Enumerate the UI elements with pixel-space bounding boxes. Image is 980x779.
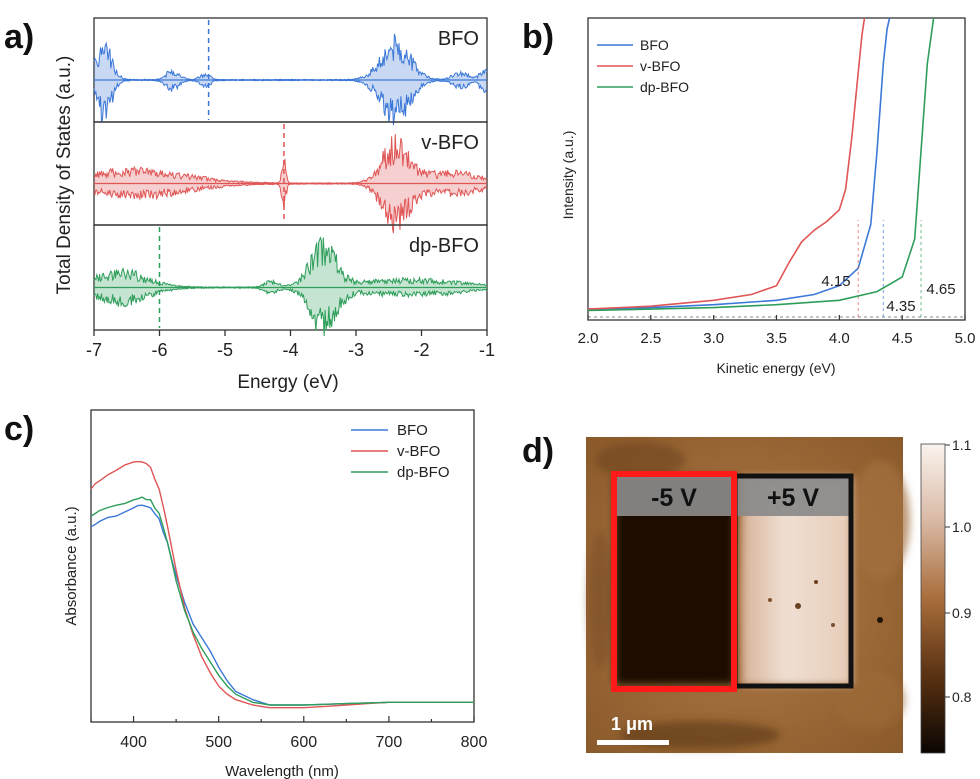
a-xtick-label: -1	[479, 340, 495, 360]
a-subplot-title-BFO: BFO	[438, 28, 479, 50]
d-colorbar-label: 0.9	[952, 605, 972, 621]
a-dos-fill-down-v-BFO	[94, 183, 487, 234]
b-ylabel: Intensity (a.u.)	[560, 131, 576, 220]
b-xtick-label: 4.5	[892, 330, 913, 347]
d-label-box-neg	[617, 476, 732, 516]
c-ylabel: Absorbance (a.u.)	[63, 506, 80, 625]
c-xlabel: Wavelength (nm)	[225, 763, 339, 779]
b-xlabel: Kinetic energy (eV)	[716, 360, 835, 376]
c-curve-dp-BFO	[90, 496, 474, 706]
a-dos-line-down-BFO	[93, 79, 488, 126]
b-xtick-label: 4.0	[829, 330, 850, 347]
b-xtick-label: 2.5	[640, 330, 661, 347]
panel-c-absorbance: 400 500 600 700 800 BFO v-BFO dp-BFO Wavelengt…	[63, 409, 488, 779]
a-dos-fill-up-v-BFO	[94, 134, 487, 184]
a-xtick-label: -3	[348, 340, 364, 360]
b-legend-label-v-BFO: v-BFO	[640, 58, 681, 74]
a-xlabel: Energy (eV)	[237, 372, 338, 393]
a-xtick-label: -6	[151, 340, 167, 360]
panel-d-kpfm-image: -5 V +5 V 1 μm 1.1 1.0 0.9 0.8	[586, 437, 972, 754]
c-xtick-label: 600	[290, 734, 317, 751]
a-xtick-label: -2	[413, 340, 429, 360]
d-frame-neg	[611, 471, 737, 692]
d-colorbar	[920, 443, 946, 754]
b-curve-BFO	[587, 17, 891, 310]
b-xtick-label: 2.0	[578, 330, 599, 347]
panel-a-dos: BFO v-BFO dp-BFO -7 -6 -5 -4 -3 -2 -1 Energy (eV…	[54, 17, 495, 393]
c-curve-BFO	[90, 504, 474, 706]
c-xtick-label: 400	[120, 734, 147, 751]
d-scalebar	[597, 740, 669, 745]
d-mottling	[588, 442, 910, 749]
b-xtick-label: 3.0	[703, 330, 724, 347]
a-dos-fill-down-BFO	[94, 80, 487, 126]
d-label-box-pos	[737, 476, 850, 516]
a-xtick-label: -5	[217, 340, 233, 360]
panel-label-b: b)	[522, 18, 554, 56]
d-label-neg: -5 V	[651, 484, 697, 512]
a-subplot-title-v-BFO: v-BFO	[421, 132, 479, 154]
a-dos-fill-down-dp-BFO	[94, 287, 487, 336]
a-dos-line-down-v-BFO	[93, 183, 488, 234]
b-cutoff-label-dp-BFO: 4.65	[926, 281, 955, 298]
d-scalebar-label: 1 μm	[611, 714, 653, 734]
b-legend-label-BFO: BFO	[640, 37, 669, 53]
b-xtick-label: 3.5	[766, 330, 787, 347]
panel-label-d: d)	[522, 432, 554, 470]
a-xtick-label: -7	[86, 340, 102, 360]
d-colorbar-label: 1.0	[952, 519, 972, 535]
panel-b-ups: 4.35 4.15 4.65 2.0 2.5 3.0 3.5 4.0 4.5 5.0 BFO v-…	[560, 17, 976, 376]
d-colorbar-label: 0.8	[952, 689, 972, 705]
a-dos-fill-up-dp-BFO	[94, 237, 487, 288]
panel-label-c: c)	[4, 410, 34, 448]
c-curve-v-BFO	[90, 460, 474, 709]
c-legend-label-BFO: BFO	[397, 422, 428, 439]
b-curve-dp-BFO	[587, 17, 935, 312]
a-dos-fill-up-BFO	[94, 33, 487, 80]
c-xtick-label: 700	[376, 734, 403, 751]
b-xtick-label: 5.0	[955, 330, 976, 347]
a-ylabel: Total Density of States (a.u.)	[54, 56, 75, 295]
d-label-pos: +5 V	[767, 484, 819, 512]
a-subplot-frame-BFO	[93, 17, 488, 123]
b-cutoff-label-v-BFO: 4.15	[821, 273, 850, 290]
d-bright-specks	[768, 580, 883, 627]
a-dos-line-up-BFO	[93, 33, 488, 81]
c-legend-label-dp-BFO: dp-BFO	[397, 464, 450, 481]
d-colorbar-label: 1.1	[952, 437, 972, 453]
a-subplot-title-dp-BFO: dp-BFO	[409, 235, 479, 257]
panel-label-a: a)	[4, 18, 34, 56]
b-curve-v-BFO	[587, 17, 866, 310]
a-xtick-label: -4	[282, 340, 298, 360]
c-xtick-label: 800	[461, 734, 488, 751]
b-legend-label-dp-BFO: dp-BFO	[640, 79, 689, 95]
c-frame	[90, 409, 475, 723]
c-legend-label-v-BFO: v-BFO	[397, 443, 440, 460]
b-cutoff-label-BFO: 4.35	[886, 298, 915, 315]
c-xtick-label: 500	[205, 734, 232, 751]
